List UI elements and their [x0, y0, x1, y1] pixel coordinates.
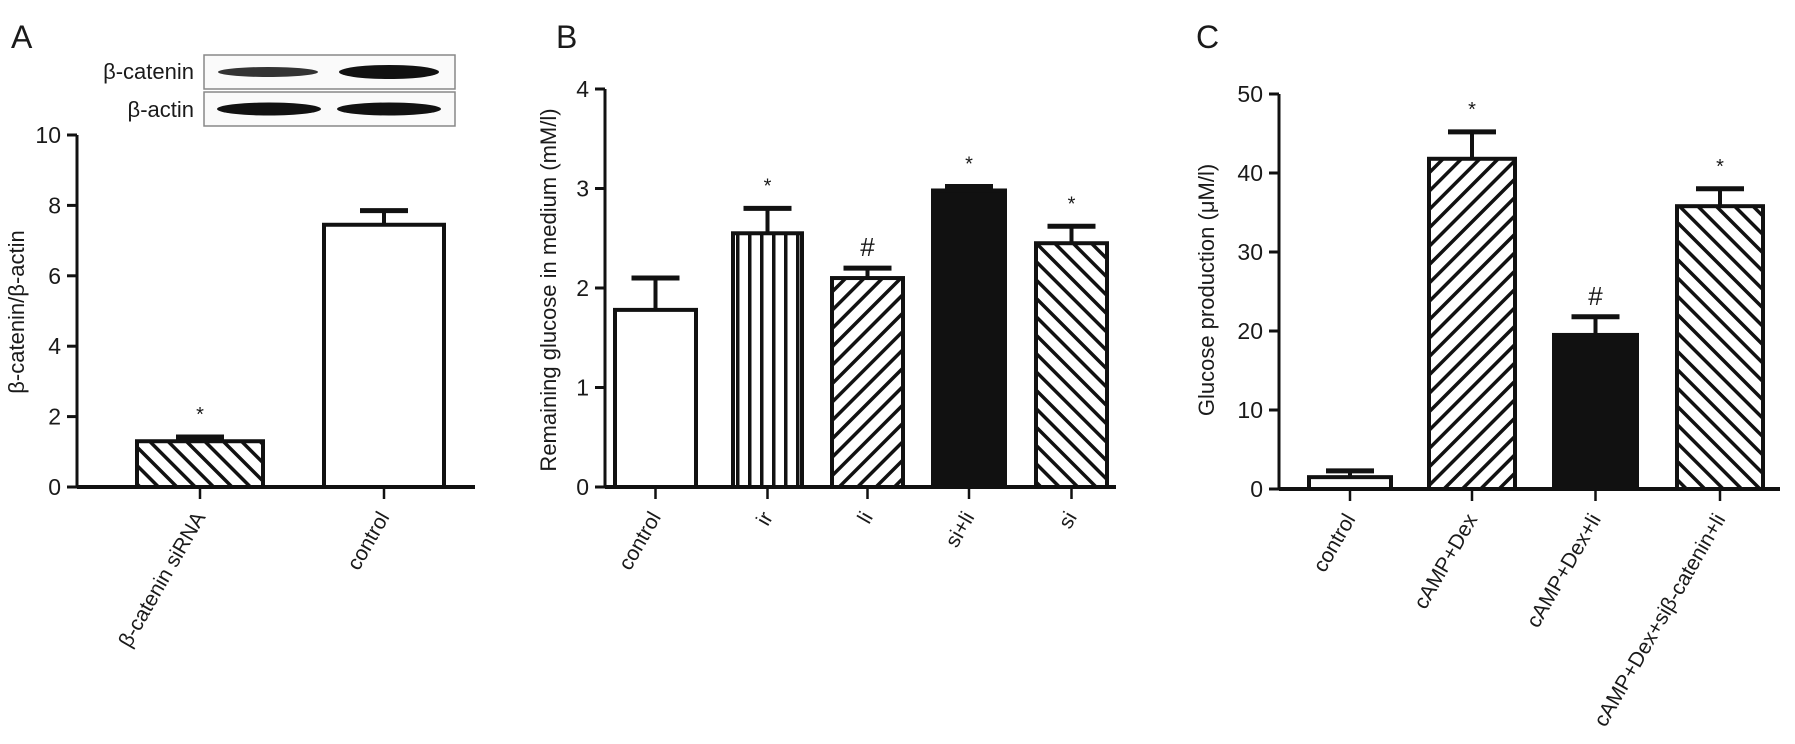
significance-marker: *: [1068, 193, 1076, 215]
x-tick-label: li: [853, 508, 878, 528]
y-axis-label-c: Glucose production (μM/l): [1194, 164, 1219, 416]
y-tick-label: 10: [1237, 397, 1263, 423]
blot-band: [339, 65, 439, 79]
x-tick-label: ir: [752, 508, 778, 530]
y-tick-label: 40: [1237, 160, 1263, 186]
western-blot: β-catenin β-actin: [103, 54, 456, 127]
y-tick-label: 4: [576, 76, 589, 102]
significance-marker: #: [1588, 281, 1603, 311]
bar: [322, 222, 446, 489]
x-tick-label: control: [1309, 510, 1360, 576]
y-tick-label: 3: [576, 176, 589, 202]
bar: [135, 439, 265, 489]
y-tick-label: 50: [1237, 81, 1263, 107]
y-tick-label: 4: [48, 333, 61, 359]
significance-marker: *: [965, 154, 973, 176]
plot-b: control * ir # li * si+li * si 0 1 2 3 4: [576, 76, 1116, 574]
y-tick-label: 0: [48, 474, 61, 500]
x-tick-label: β-catenin siRNA: [114, 508, 210, 651]
plot-c: control * cAMP+Dex # cAMP+Dex+li * cAMP+Dex+si…: [1237, 81, 1780, 731]
x-tick-label: cAMP+Dex+siβ-catenin+li: [1590, 510, 1731, 731]
bar: [1675, 204, 1765, 491]
blot-band: [217, 102, 321, 116]
y-tick-label: 2: [48, 404, 61, 430]
y-axis-label-b: Remaining glucose in medium (mM/l): [536, 108, 561, 471]
y-tick-label: 0: [1250, 476, 1263, 502]
y-tick-label: 6: [48, 263, 61, 289]
blot-label-beta-catenin: β-catenin: [103, 59, 194, 84]
bar: [731, 231, 804, 489]
significance-marker: #: [860, 232, 875, 262]
y-axis-label-a: β-catenin/β-actin: [4, 230, 29, 394]
bar: [1034, 241, 1109, 489]
y-tick-label: 20: [1237, 318, 1263, 344]
y-tick-label: 2: [576, 275, 589, 301]
panel-label-b: B: [556, 19, 577, 55]
significance-marker: *: [196, 404, 204, 426]
plot-a: * β-catenin siRNA control 0 2 4 6 8 10: [35, 122, 475, 651]
bar: [613, 307, 698, 490]
x-tick-label: control: [343, 508, 394, 574]
y-tick-label: 0: [576, 474, 589, 500]
significance-marker: *: [764, 175, 772, 197]
y-tick-label: 10: [35, 122, 61, 148]
significance-marker: *: [1468, 99, 1476, 121]
x-tick-label: control: [614, 508, 665, 574]
blot-label-beta-actin: β-actin: [128, 97, 194, 122]
significance-marker: *: [1716, 156, 1724, 178]
blot-band: [337, 102, 441, 116]
y-tick-label: 30: [1237, 239, 1263, 265]
panel-label-c: C: [1196, 19, 1219, 55]
bar: [1552, 332, 1639, 492]
x-tick-label: si+li: [941, 508, 979, 551]
bar: [830, 276, 905, 489]
y-tick-label: 1: [576, 375, 589, 401]
bar: [1427, 156, 1517, 491]
x-tick-label: si: [1054, 508, 1082, 533]
blot-band: [218, 67, 318, 77]
panel-label-a: A: [11, 19, 33, 55]
bar: [931, 188, 1007, 490]
x-tick-label: cAMP+Dex+li: [1522, 510, 1606, 632]
x-tick-label: cAMP+Dex: [1410, 510, 1483, 613]
y-tick-label: 8: [48, 192, 61, 218]
